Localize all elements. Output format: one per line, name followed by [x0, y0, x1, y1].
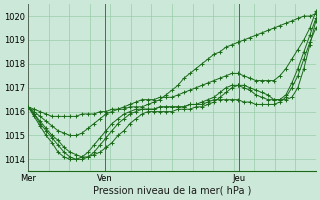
X-axis label: Pression niveau de la mer( hPa ): Pression niveau de la mer( hPa ) [93, 186, 251, 196]
